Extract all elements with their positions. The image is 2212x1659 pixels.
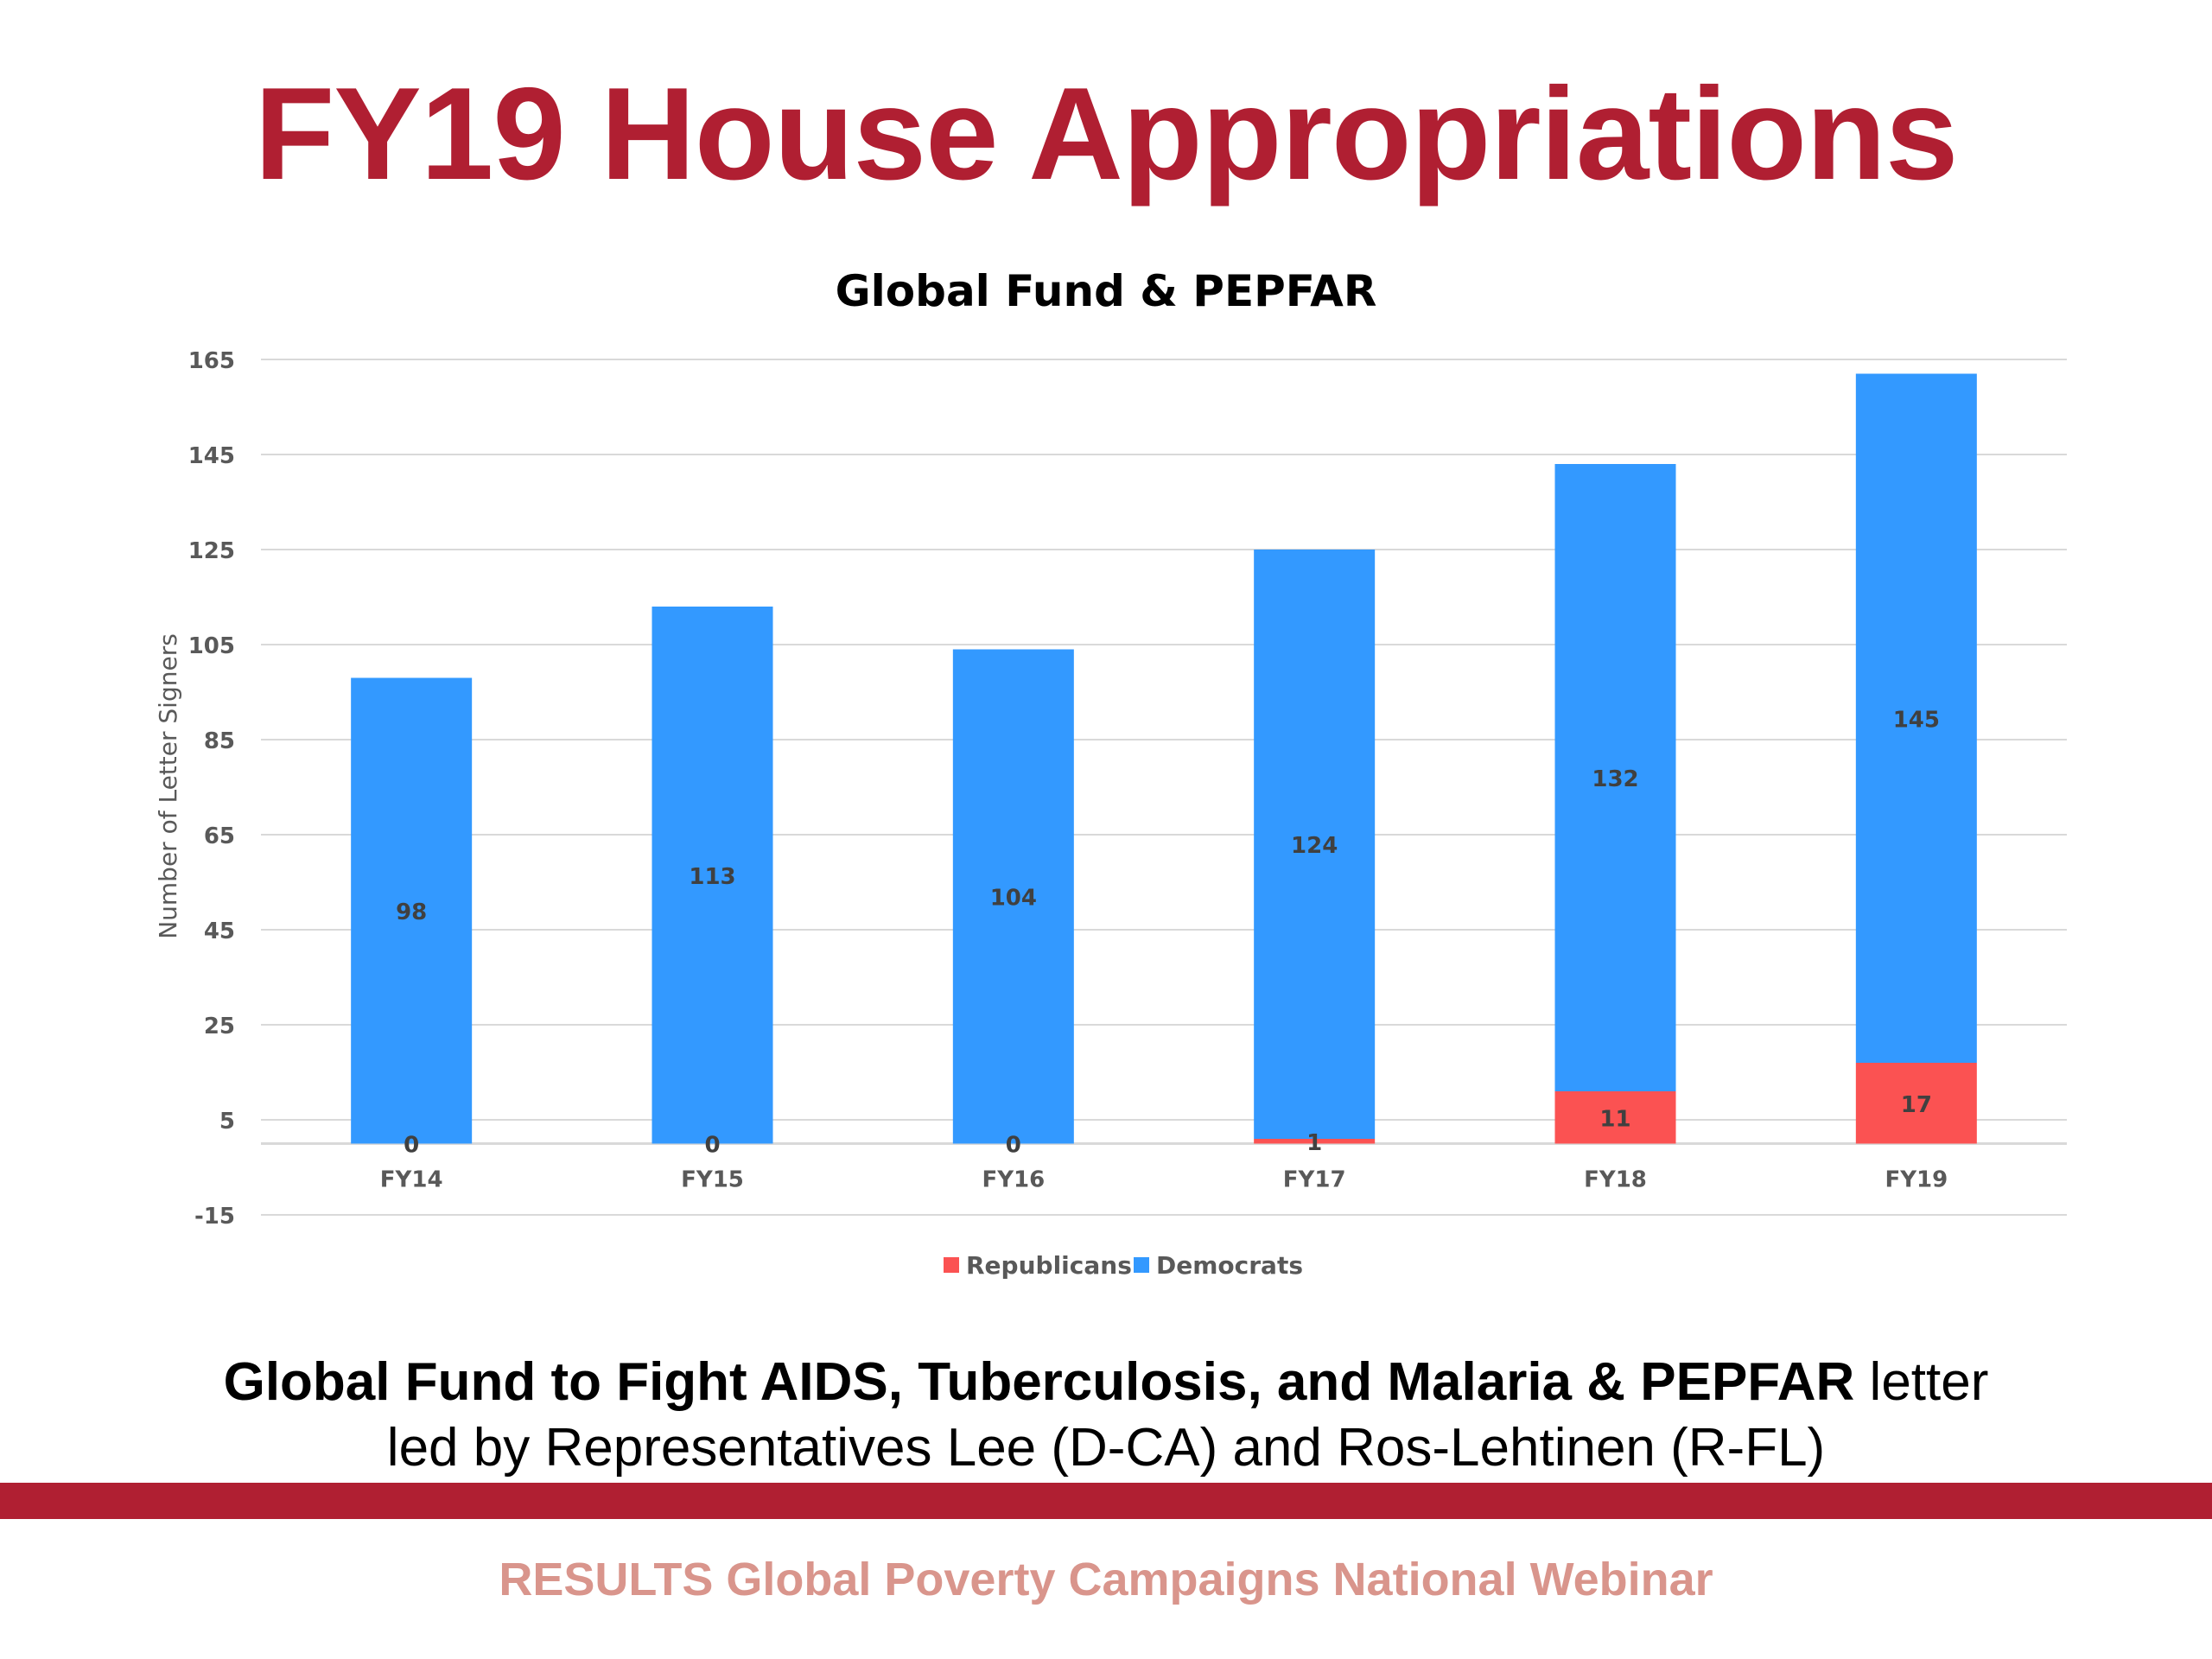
chart-title: Global Fund & PEPFAR: [836, 266, 1377, 316]
legend-swatch-democrats: [1134, 1257, 1149, 1273]
caption-rest-text: letter: [1854, 1352, 1989, 1412]
bar-democrats-fy19: [1855, 373, 1977, 1063]
y-tick-labels: 165 145 125 105 85 65 45 25 5 -15: [188, 348, 235, 1230]
legend: Republicans Democrats: [944, 1251, 1303, 1280]
data-label-democrats-fy15: 113: [689, 864, 735, 890]
legend-label-republicans: Republicans: [966, 1251, 1132, 1280]
y-tick-label: 125: [188, 538, 235, 564]
data-label-democrats-fy16: 104: [990, 886, 1037, 912]
footer-text: RESULTS Global Poverty Campaigns Nationa…: [499, 1554, 1713, 1605]
bar-democrats-fy17: [1254, 550, 1376, 1139]
data-label-republicans-fy15: 0: [704, 1133, 720, 1159]
caption-line-1: Global Fund to Fight AIDS, Tuberculosis,…: [0, 1350, 2212, 1415]
bar-republicans-fy19: [1855, 1063, 1977, 1144]
caption: Global Fund to Fight AIDS, Tuberculosis,…: [0, 1350, 2212, 1481]
x-tick-label: FY15: [681, 1167, 744, 1193]
bar-democrats-fy14: [351, 677, 473, 1144]
y-tick-label: 5: [219, 1109, 235, 1135]
data-labels: 0 98 0 113 0 104 1 124 11 132 17 145: [396, 707, 1940, 1158]
bars: [351, 373, 1977, 1144]
legend-label-democrats: Democrats: [1156, 1251, 1303, 1280]
y-axis-label: Number of Letter Signers: [154, 633, 182, 939]
x-tick-labels: FY14 FY15 FY16 FY17 FY18 FY19: [380, 1167, 1948, 1193]
y-tick-label: 105: [188, 633, 235, 659]
bar-democrats-fy16: [952, 649, 1074, 1144]
bar-democrats-fy15: [652, 607, 773, 1144]
x-tick-label: FY17: [1283, 1167, 1346, 1193]
data-label-democrats-fy14: 98: [396, 899, 427, 925]
y-tick-label: 145: [188, 443, 235, 469]
y-tick-label: 65: [204, 823, 235, 849]
data-label-republicans-fy17: 1: [1306, 1130, 1322, 1156]
y-tick-label: 45: [204, 918, 235, 944]
data-label-republicans-fy18: 11: [1599, 1106, 1630, 1132]
x-tick-label: FY18: [1584, 1167, 1647, 1193]
data-label-democrats-fy19: 145: [1893, 707, 1940, 733]
data-label-democrats-fy17: 124: [1291, 833, 1338, 859]
x-tick-label: FY19: [1885, 1167, 1948, 1193]
x-tick-label: FY14: [380, 1167, 443, 1193]
gridlines: [261, 359, 2067, 1216]
bar-chart: Global Fund & PEPFAR Number of Letter Si…: [154, 266, 2067, 1280]
y-tick-label: 85: [204, 728, 235, 754]
data-label-democrats-fy18: 132: [1592, 766, 1638, 792]
x-tick-label: FY16: [982, 1167, 1045, 1193]
footer-divider: [0, 1483, 2212, 1519]
bar-republicans-fy18: [1554, 1091, 1676, 1144]
data-label-republicans-fy16: 0: [1006, 1133, 1021, 1159]
y-tick-label: 25: [204, 1014, 235, 1039]
caption-line-2: led by Representatives Lee (D-CA) and Ro…: [386, 1418, 1826, 1478]
y-tick-label: -15: [194, 1204, 235, 1230]
caption-bold-text: Global Fund to Fight AIDS, Tuberculosis,…: [223, 1352, 1855, 1412]
bar-republicans-fy17: [1254, 1139, 1376, 1144]
data-label-republicans-fy14: 0: [404, 1133, 419, 1159]
bar-democrats-fy18: [1554, 464, 1676, 1091]
y-tick-label: 165: [188, 348, 235, 374]
data-label-republicans-fy19: 17: [1901, 1092, 1932, 1118]
slide-title: FY19 House Appropriations: [254, 60, 1959, 207]
legend-swatch-republicans: [944, 1257, 959, 1273]
